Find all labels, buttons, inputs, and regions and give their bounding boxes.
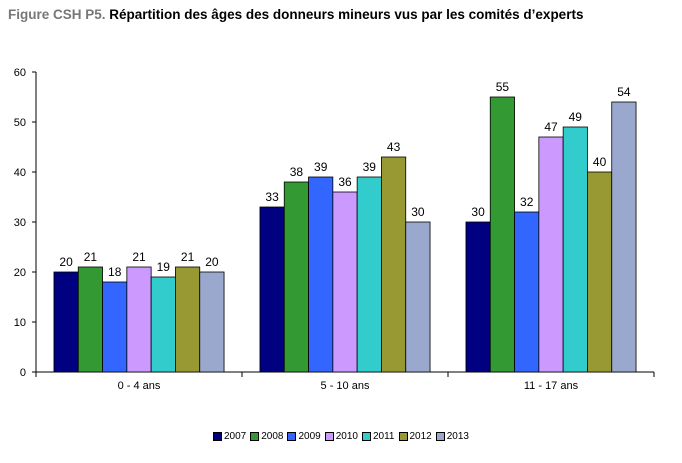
data-label: 38: [290, 165, 304, 179]
bar: [587, 171, 613, 373]
category-label: 5 - 10 ans: [321, 380, 370, 392]
data-label: 39: [314, 160, 328, 174]
data-label: 21: [181, 250, 195, 264]
bar: [102, 281, 128, 373]
bar: [538, 136, 564, 373]
data-label: 32: [520, 195, 534, 209]
category-label: 11 - 17 ans: [524, 380, 579, 392]
data-label: 39: [363, 160, 377, 174]
legend-swatch: [361, 432, 371, 441]
legend-item: 2007: [212, 431, 247, 442]
legend-label: 2008: [261, 431, 284, 442]
bar: [283, 181, 309, 373]
legend-item: 2010: [324, 431, 358, 442]
bar: [126, 266, 152, 373]
figure-title: Figure CSH P5. Répartition des âges des …: [8, 7, 583, 22]
legend-swatch: [250, 432, 260, 441]
data-label: 47: [544, 120, 558, 134]
bar: [381, 156, 407, 373]
data-label: 36: [338, 175, 352, 189]
legend-item: 2013: [435, 431, 469, 442]
y-tick-label: 40: [14, 167, 26, 179]
bar: [514, 211, 540, 373]
data-label: 30: [411, 205, 425, 219]
y-tick-label: 60: [14, 67, 26, 79]
legend-item: 2009: [287, 431, 321, 442]
data-label: 55: [496, 80, 510, 94]
data-label: 20: [205, 255, 219, 269]
legend-swatch: [398, 432, 408, 441]
bar: [199, 271, 225, 373]
bar: [405, 221, 431, 373]
bar: [332, 191, 358, 373]
bar: [308, 176, 334, 373]
data-label: 40: [593, 155, 607, 169]
legend-swatch: [324, 432, 334, 441]
legend-item: 2008: [250, 431, 283, 442]
legend-swatch: [212, 432, 222, 441]
bar: [465, 221, 491, 373]
data-label: 30: [471, 205, 485, 219]
legend-label: 2009: [298, 431, 321, 442]
legend-label: 2011: [372, 431, 395, 442]
bar: [356, 176, 382, 373]
y-tick-label: 30: [14, 217, 26, 229]
data-label: 20: [59, 255, 73, 269]
figure-number: Figure CSH P5.: [8, 7, 106, 22]
bar: [53, 271, 79, 373]
y-tick-label: 50: [14, 117, 26, 129]
data-label: 21: [84, 250, 98, 264]
y-tick-label: 20: [14, 267, 26, 279]
chart-legend: 2007 2008 2009 2010 2011 2012 2013: [0, 431, 682, 442]
bar: [611, 101, 637, 373]
legend-swatch: [435, 432, 445, 441]
bar: [562, 126, 588, 373]
legend-label: 2007: [223, 431, 247, 442]
data-label: 33: [265, 190, 279, 204]
legend-item: 2012: [398, 431, 432, 442]
y-tick-label: 0: [20, 367, 26, 379]
legend-label: 2010: [335, 431, 358, 442]
bar: [150, 276, 176, 373]
y-tick-label: 10: [14, 317, 26, 329]
data-label: 18: [108, 265, 122, 279]
figure-caption: Répartition des âges des donneurs mineur…: [109, 7, 584, 22]
bar: [175, 266, 201, 373]
data-label: 54: [617, 85, 631, 99]
bar: [77, 266, 103, 373]
legend-label: 2013: [446, 431, 469, 442]
legend-item: 2011: [361, 431, 395, 442]
category-label: 0 - 4 ans: [118, 380, 161, 392]
legend-swatch: [287, 432, 297, 441]
data-label: 19: [157, 260, 171, 274]
data-label: 43: [387, 140, 401, 154]
bar: [259, 206, 285, 373]
data-label: 49: [569, 110, 583, 124]
legend-label: 2012: [409, 431, 432, 442]
bar: [489, 96, 515, 373]
data-label: 21: [132, 250, 146, 264]
